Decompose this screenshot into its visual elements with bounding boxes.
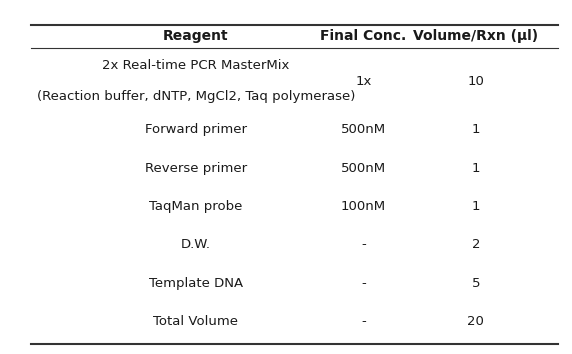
Text: Total Volume: Total Volume [153,315,239,328]
Text: 500nM: 500nM [341,124,386,136]
Text: 1x: 1x [355,75,371,88]
Text: 2x Real-time PCR MasterMix: 2x Real-time PCR MasterMix [102,59,289,72]
Text: 1: 1 [472,162,480,175]
Text: 2: 2 [472,239,480,251]
Text: TaqMan probe: TaqMan probe [149,200,243,213]
Text: -: - [361,277,366,290]
Text: 500nM: 500nM [341,162,386,175]
Text: -: - [361,239,366,251]
Text: 5: 5 [472,277,480,290]
Text: (Reaction buffer, dNTP, MgCl2, Taq polymerase): (Reaction buffer, dNTP, MgCl2, Taq polym… [37,90,355,103]
Text: 20: 20 [467,315,484,328]
Text: Reagent: Reagent [163,29,229,43]
Text: Reverse primer: Reverse primer [145,162,247,175]
Text: Volume/Rxn (μl): Volume/Rxn (μl) [414,29,538,43]
Text: 1: 1 [472,200,480,213]
Text: Final Conc.: Final Conc. [320,29,407,43]
Text: Template DNA: Template DNA [149,277,243,290]
Text: D.W.: D.W. [181,239,211,251]
Text: 1: 1 [472,124,480,136]
Text: Forward primer: Forward primer [145,124,247,136]
Text: -: - [361,315,366,328]
Text: 10: 10 [467,75,484,88]
Text: 100nM: 100nM [341,200,386,213]
